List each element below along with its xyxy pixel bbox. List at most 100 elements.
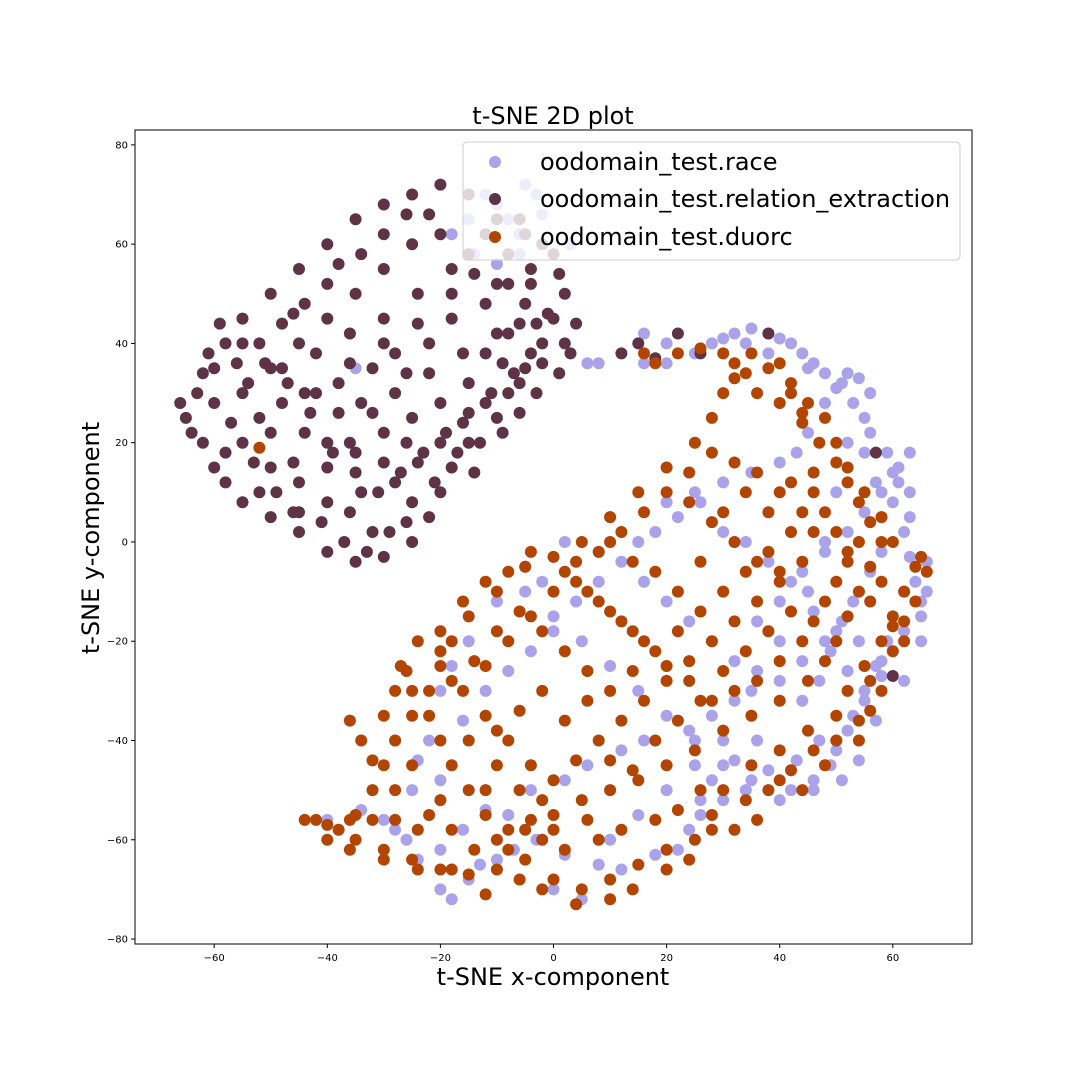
scatter-point: [705, 809, 718, 821]
scatter-point: [762, 764, 775, 777]
scatter-point: [688, 734, 701, 747]
scatter-point: [451, 446, 464, 459]
scatter-point: [423, 337, 436, 350]
scatter-point: [841, 684, 854, 697]
scatter-point: [615, 555, 628, 568]
scatter-point: [213, 317, 226, 330]
scatter-point: [824, 645, 837, 658]
scatter-point: [694, 605, 707, 618]
scatter-point: [773, 397, 786, 409]
scatter-point: [745, 709, 758, 722]
scatter-point: [694, 784, 707, 797]
scatter-point: [604, 605, 617, 618]
scatter-point: [496, 357, 509, 370]
scatter-point: [524, 277, 537, 290]
scatter-point: [660, 843, 673, 856]
scatter-point: [536, 625, 549, 638]
y-tick-label: −60: [107, 835, 128, 846]
scatter-point: [705, 694, 718, 707]
scatter-point: [406, 684, 419, 697]
scatter-point: [705, 709, 718, 722]
scatter-point: [875, 536, 888, 548]
scatter-point: [807, 744, 820, 757]
scatter-point: [377, 337, 390, 350]
scatter-point: [632, 774, 645, 787]
scatter-point: [671, 327, 684, 340]
scatter-point: [394, 466, 407, 479]
scatter-point: [372, 486, 385, 499]
scatter-point: [660, 486, 673, 499]
scatter-point: [615, 347, 628, 360]
scatter-point: [683, 655, 696, 668]
scatter-point: [253, 337, 266, 350]
scatter-point: [728, 694, 741, 707]
scatter-point: [524, 759, 537, 772]
scatter-point: [773, 635, 786, 648]
scatter-point: [875, 670, 888, 682]
scatter-point: [604, 833, 617, 846]
scatter-point: [298, 297, 311, 310]
scatter-point: [524, 813, 537, 826]
scatter-point: [830, 575, 843, 588]
scatter-point: [632, 809, 645, 821]
scatter-point: [592, 595, 605, 608]
scatter-point: [259, 357, 272, 370]
scatter-point: [468, 843, 481, 856]
scatter-point: [457, 347, 469, 360]
scatter-point: [321, 277, 334, 290]
scatter-point: [807, 605, 820, 618]
scatter-point: [570, 317, 583, 330]
scatter-point: [332, 377, 345, 390]
scatter-point: [705, 337, 718, 350]
scatter-point: [802, 674, 814, 687]
scatter-point: [366, 362, 379, 375]
scatter-point: [604, 784, 617, 797]
series-2: [253, 342, 933, 911]
scatter-point: [745, 322, 758, 335]
scatter-point: [570, 754, 583, 767]
scatter-point: [242, 377, 255, 390]
scatter-point: [796, 416, 809, 429]
scatter-point: [570, 575, 583, 588]
scatter-point: [773, 744, 786, 757]
scatter-point: [717, 526, 730, 538]
scatter-point: [321, 818, 334, 831]
scatter-point: [717, 759, 730, 772]
scatter-point: [739, 565, 752, 578]
scatter-point: [219, 446, 232, 459]
scatter-point: [886, 536, 899, 548]
scatter-point: [332, 823, 345, 836]
scatter-point: [898, 625, 911, 638]
scatter-point: [638, 357, 650, 370]
scatter-point: [751, 665, 764, 677]
y-tick-label: 20: [115, 438, 128, 449]
scatter-point: [649, 734, 662, 747]
scatter-point: [536, 357, 549, 370]
scatter-point: [717, 585, 730, 598]
scatter-point: [773, 674, 786, 687]
scatter-point: [219, 476, 232, 489]
x-tick-label: 20: [660, 953, 673, 964]
scatter-point: [208, 461, 221, 474]
scatter-point: [858, 660, 871, 672]
scatter-point: [858, 446, 871, 459]
scatter-point: [762, 545, 775, 558]
scatter-point: [858, 486, 871, 499]
scatter-point: [445, 674, 458, 687]
scatter-point: [462, 406, 475, 419]
scatter-point: [796, 347, 809, 360]
scatter-point: [366, 526, 379, 538]
scatter-point: [615, 714, 628, 727]
scatter-point: [785, 387, 797, 400]
scatter-point: [864, 426, 877, 439]
scatter-point: [660, 674, 673, 687]
scatter-point: [321, 545, 334, 558]
scatter-point: [366, 754, 379, 767]
scatter-point: [558, 565, 571, 578]
scatter-point: [411, 823, 424, 836]
scatter-point: [852, 536, 865, 548]
scatter-point: [717, 665, 730, 677]
scatter-point: [683, 853, 696, 866]
scatter-point: [660, 660, 673, 672]
scatter-point: [852, 496, 865, 509]
